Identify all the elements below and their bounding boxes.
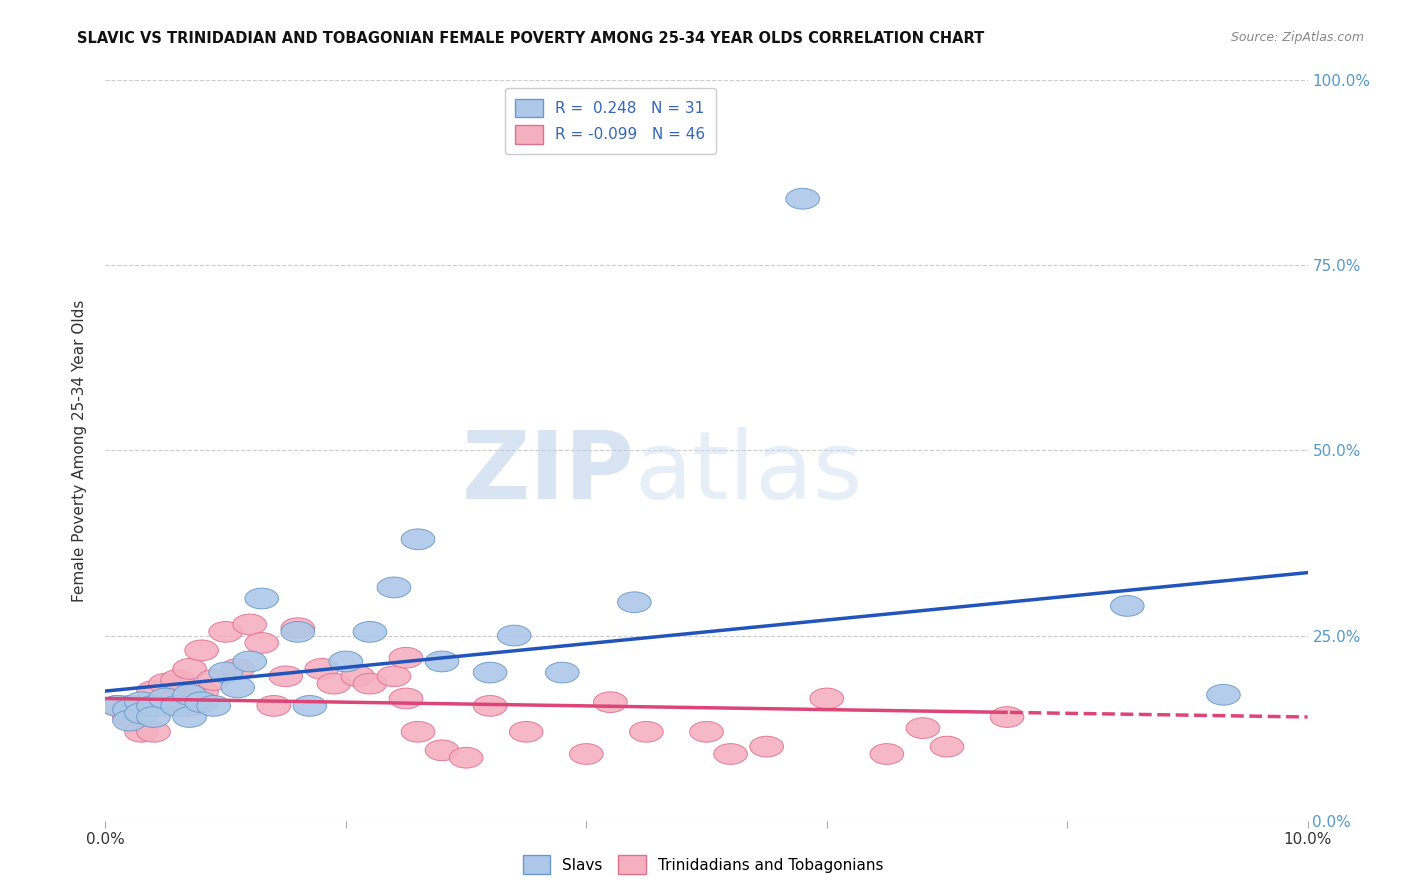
Ellipse shape bbox=[353, 673, 387, 694]
Text: SLAVIC VS TRINIDADIAN AND TOBAGONIAN FEMALE POVERTY AMONG 25-34 YEAR OLDS CORREL: SLAVIC VS TRINIDADIAN AND TOBAGONIAN FEM… bbox=[77, 31, 984, 46]
Ellipse shape bbox=[281, 618, 315, 639]
Ellipse shape bbox=[184, 681, 218, 701]
Ellipse shape bbox=[233, 614, 267, 635]
Ellipse shape bbox=[329, 651, 363, 672]
Text: Source: ZipAtlas.com: Source: ZipAtlas.com bbox=[1230, 31, 1364, 45]
Ellipse shape bbox=[931, 736, 963, 757]
Y-axis label: Female Poverty Among 25-34 Year Olds: Female Poverty Among 25-34 Year Olds bbox=[72, 300, 87, 601]
Ellipse shape bbox=[209, 622, 242, 642]
Ellipse shape bbox=[509, 722, 543, 742]
Ellipse shape bbox=[149, 696, 183, 716]
Ellipse shape bbox=[786, 188, 820, 209]
Ellipse shape bbox=[377, 577, 411, 598]
Ellipse shape bbox=[714, 744, 748, 764]
Ellipse shape bbox=[136, 696, 170, 716]
Ellipse shape bbox=[450, 747, 482, 768]
Ellipse shape bbox=[401, 529, 434, 549]
Ellipse shape bbox=[173, 696, 207, 716]
Ellipse shape bbox=[377, 666, 411, 687]
Ellipse shape bbox=[221, 658, 254, 679]
Ellipse shape bbox=[136, 722, 170, 742]
Ellipse shape bbox=[1111, 596, 1144, 616]
Ellipse shape bbox=[125, 692, 159, 713]
Ellipse shape bbox=[401, 722, 434, 742]
Ellipse shape bbox=[316, 673, 350, 694]
Ellipse shape bbox=[617, 592, 651, 613]
Ellipse shape bbox=[389, 688, 423, 709]
Ellipse shape bbox=[425, 651, 458, 672]
Ellipse shape bbox=[269, 666, 302, 687]
Ellipse shape bbox=[305, 658, 339, 679]
Ellipse shape bbox=[125, 696, 159, 716]
Ellipse shape bbox=[112, 696, 146, 716]
Ellipse shape bbox=[342, 666, 375, 687]
Ellipse shape bbox=[197, 696, 231, 716]
Ellipse shape bbox=[546, 662, 579, 683]
Ellipse shape bbox=[173, 706, 207, 727]
Ellipse shape bbox=[810, 688, 844, 709]
Ellipse shape bbox=[498, 625, 531, 646]
Ellipse shape bbox=[160, 696, 194, 716]
Ellipse shape bbox=[149, 673, 183, 694]
Ellipse shape bbox=[221, 677, 254, 698]
Ellipse shape bbox=[245, 588, 278, 609]
Ellipse shape bbox=[184, 640, 218, 661]
Ellipse shape bbox=[569, 744, 603, 764]
Ellipse shape bbox=[257, 696, 291, 716]
Ellipse shape bbox=[474, 696, 508, 716]
Ellipse shape bbox=[101, 696, 135, 716]
Ellipse shape bbox=[990, 706, 1024, 727]
Ellipse shape bbox=[209, 662, 242, 683]
Ellipse shape bbox=[112, 706, 146, 727]
Text: atlas: atlas bbox=[634, 426, 863, 518]
Ellipse shape bbox=[160, 688, 194, 709]
Ellipse shape bbox=[112, 699, 146, 720]
Ellipse shape bbox=[136, 681, 170, 701]
Legend: Slavs, Trinidadians and Tobagonians: Slavs, Trinidadians and Tobagonians bbox=[516, 849, 890, 880]
Ellipse shape bbox=[101, 696, 135, 716]
Ellipse shape bbox=[160, 670, 194, 690]
Ellipse shape bbox=[389, 648, 423, 668]
Ellipse shape bbox=[281, 622, 315, 642]
Text: ZIP: ZIP bbox=[461, 426, 634, 518]
Ellipse shape bbox=[630, 722, 664, 742]
Ellipse shape bbox=[184, 692, 218, 713]
Ellipse shape bbox=[905, 718, 939, 739]
Ellipse shape bbox=[245, 632, 278, 653]
Ellipse shape bbox=[425, 740, 458, 761]
Ellipse shape bbox=[593, 692, 627, 713]
Ellipse shape bbox=[149, 688, 183, 709]
Ellipse shape bbox=[125, 703, 159, 723]
Ellipse shape bbox=[870, 744, 904, 764]
Ellipse shape bbox=[474, 662, 508, 683]
Ellipse shape bbox=[136, 706, 170, 727]
Ellipse shape bbox=[173, 658, 207, 679]
Ellipse shape bbox=[292, 696, 326, 716]
Ellipse shape bbox=[173, 684, 207, 706]
Ellipse shape bbox=[112, 710, 146, 731]
Ellipse shape bbox=[197, 670, 231, 690]
Ellipse shape bbox=[353, 622, 387, 642]
Ellipse shape bbox=[1206, 684, 1240, 706]
Ellipse shape bbox=[125, 722, 159, 742]
Legend: R =  0.248   N = 31, R = -0.099   N = 46: R = 0.248 N = 31, R = -0.099 N = 46 bbox=[505, 88, 716, 154]
Ellipse shape bbox=[690, 722, 723, 742]
Ellipse shape bbox=[749, 736, 783, 757]
Ellipse shape bbox=[233, 651, 267, 672]
